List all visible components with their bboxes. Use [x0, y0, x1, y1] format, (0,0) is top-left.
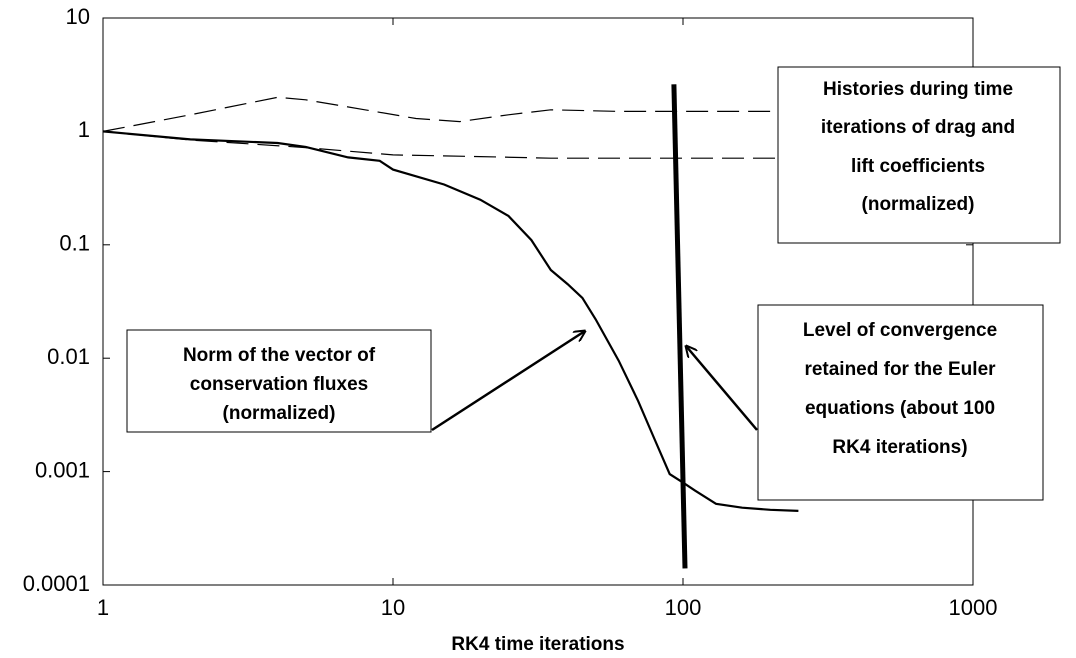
annotation-arrow — [686, 346, 758, 431]
annotation-text: Level of convergence — [803, 320, 997, 341]
annotation-text: Norm of the vector of — [183, 345, 376, 366]
y-tick-label: 1 — [78, 117, 90, 142]
y-tick-label: 0.0001 — [23, 571, 90, 596]
y-tick-label: 0.01 — [47, 344, 90, 369]
x-tick-label: 1 — [97, 595, 109, 620]
annotation-text: iterations of drag and — [821, 117, 1015, 138]
annotation-text: retained for the Euler — [804, 359, 996, 380]
series-line — [102, 96, 799, 132]
y-tick-label: 0.1 — [59, 231, 90, 256]
annotation-text: lift coefficients — [851, 156, 985, 177]
annotation-box — [757, 304, 1044, 501]
annotation-box — [777, 66, 1061, 244]
y-tick-label: 10 — [66, 4, 90, 29]
annotation-text: equations (about 100 — [805, 398, 995, 419]
series-line — [102, 130, 799, 159]
annotation-text: (normalized) — [223, 403, 336, 424]
annotation-text: Histories during time — [823, 79, 1013, 100]
series-line — [102, 130, 799, 512]
annotation-arrow — [431, 331, 585, 432]
x-tick-label: 1000 — [949, 595, 998, 620]
x-axis-label: RK4 time iterations — [451, 634, 624, 655]
annotation-box — [126, 329, 432, 433]
annotation-text: RK4 iterations) — [832, 437, 967, 458]
series-line — [671, 84, 688, 569]
annotation-text: (normalized) — [862, 194, 975, 215]
y-tick-label: 0.001 — [35, 457, 90, 482]
plot-frame — [102, 17, 974, 586]
x-tick-label: 100 — [665, 595, 702, 620]
annotation-text: conservation fluxes — [190, 374, 368, 395]
x-tick-label: 10 — [381, 595, 405, 620]
